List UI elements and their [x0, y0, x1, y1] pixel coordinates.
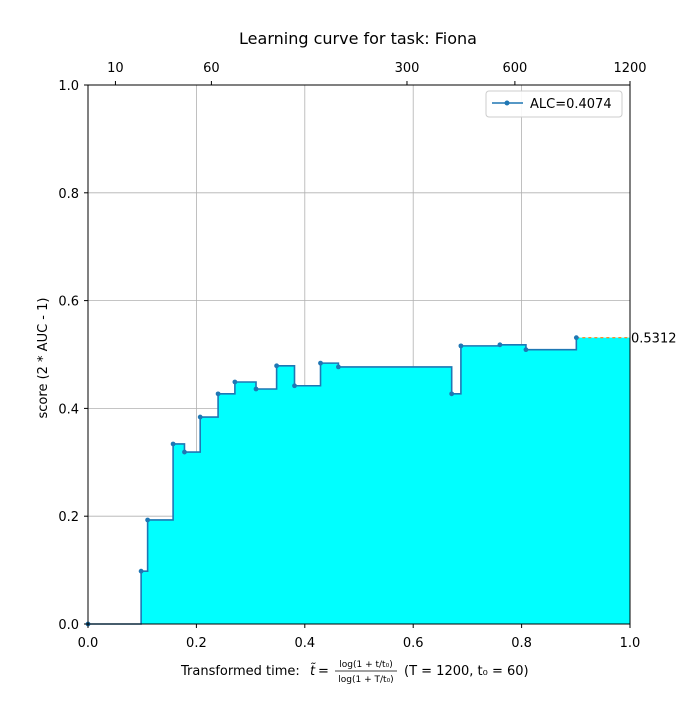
x-tick-label: 0.6	[403, 636, 424, 651]
y-tick-label: 0.6	[58, 295, 79, 310]
top-tick-label: 10	[107, 61, 124, 76]
plot-area	[85, 84, 631, 627]
series-point	[318, 360, 323, 366]
top-axis-ticks: 10 60 300 600 1200	[107, 61, 647, 85]
x-tick-label: 0.0	[78, 636, 99, 651]
top-axis: 10 60 300 600 1200	[107, 61, 647, 85]
chart-title: Learning curve for task: Fiona	[239, 29, 477, 48]
series-point	[523, 347, 529, 353]
area-fill	[88, 337, 630, 624]
area-fill-layer	[88, 337, 630, 624]
legend: ALC=0.4074	[485, 90, 623, 118]
series-point	[197, 414, 203, 420]
series-point	[138, 568, 144, 574]
series-point	[458, 343, 464, 349]
y-tick-label: 1.0	[58, 79, 79, 94]
x-tick-label: 0.8	[511, 636, 532, 651]
x-axis-ticks: 0.0 0.2 0.4 0.6 0.8 1.0	[78, 624, 641, 651]
y-tick-label: 0.2	[58, 510, 79, 525]
series-point	[145, 517, 151, 523]
legend-box	[485, 90, 623, 118]
x-axis-label-prefix: Transformed time:	[180, 664, 300, 679]
final-value-label: 0.5312	[631, 332, 677, 347]
x-tick-label: 0.4	[294, 636, 315, 651]
y-tick-label: 0.4	[58, 402, 79, 417]
top-tick-label: 300	[395, 61, 420, 76]
y-axis-title: score (2 * AUC - 1)	[36, 298, 51, 419]
x-tick-label: 1.0	[620, 636, 641, 651]
y-axis-label: score (2 * AUC - 1)	[36, 298, 51, 419]
series-layer	[85, 335, 630, 627]
series-point	[253, 386, 259, 392]
x-axis-label-numerator: log(1 + t/t₀)	[339, 660, 392, 670]
series-point	[497, 342, 503, 348]
series-point	[182, 449, 187, 455]
top-tick-label: 60	[203, 61, 220, 76]
x-axis-label-equals: =	[318, 664, 329, 679]
series-step-line	[88, 337, 578, 625]
series-point	[170, 441, 176, 447]
series-point	[232, 379, 238, 385]
y-tick-label: 0.0	[58, 618, 79, 633]
legend-marker-swatch	[504, 100, 510, 106]
x-axis-label: Transformed time: t̃ = log(1 + t/t₀) log…	[180, 660, 529, 685]
x-tick-label: 0.2	[186, 636, 207, 651]
series-point	[336, 364, 341, 370]
x-axis-label-symbol: t̃	[310, 664, 316, 679]
series-point	[449, 391, 455, 397]
plot-frame	[87, 84, 631, 625]
legend-entry-label: ALC=0.4074	[530, 97, 612, 112]
top-tick-label: 1200	[613, 61, 646, 76]
series-point	[274, 363, 280, 369]
x-axis-label-params: (T = 1200, t₀ = 60)	[404, 664, 529, 679]
series-point	[292, 383, 297, 389]
top-tick-label: 600	[502, 61, 527, 76]
series-point	[215, 391, 221, 397]
x-axis-label-denominator: log(1 + T/t₀)	[338, 675, 393, 685]
y-axis-ticks: 0.0 0.2 0.4 0.6 0.8 1.0	[58, 79, 88, 633]
y-tick-label: 0.8	[58, 187, 79, 202]
series-point	[573, 335, 579, 341]
